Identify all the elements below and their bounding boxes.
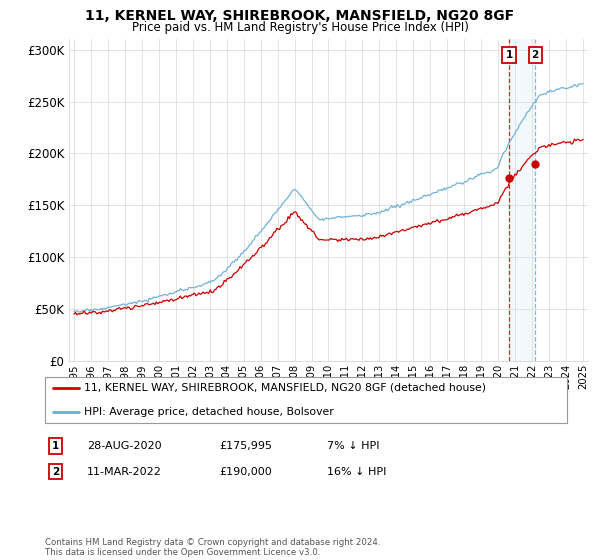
Text: Contains HM Land Registry data © Crown copyright and database right 2024.
This d: Contains HM Land Registry data © Crown c… — [45, 538, 380, 557]
Text: 11, KERNEL WAY, SHIREBROOK, MANSFIELD, NG20 8GF (detached house): 11, KERNEL WAY, SHIREBROOK, MANSFIELD, N… — [84, 383, 486, 393]
Text: £190,000: £190,000 — [219, 466, 272, 477]
Text: 16% ↓ HPI: 16% ↓ HPI — [327, 466, 386, 477]
Bar — [509, 39, 535, 361]
Text: 2: 2 — [52, 466, 59, 477]
Text: 28-AUG-2020: 28-AUG-2020 — [87, 441, 161, 451]
Text: 1: 1 — [505, 50, 512, 60]
Text: 11-MAR-2022: 11-MAR-2022 — [87, 466, 162, 477]
Text: 2: 2 — [532, 50, 539, 60]
Text: £175,995: £175,995 — [219, 441, 272, 451]
Text: 7% ↓ HPI: 7% ↓ HPI — [327, 441, 380, 451]
Text: HPI: Average price, detached house, Bolsover: HPI: Average price, detached house, Bols… — [84, 407, 334, 417]
Text: Price paid vs. HM Land Registry's House Price Index (HPI): Price paid vs. HM Land Registry's House … — [131, 21, 469, 34]
Text: 1: 1 — [52, 441, 59, 451]
Text: 11, KERNEL WAY, SHIREBROOK, MANSFIELD, NG20 8GF: 11, KERNEL WAY, SHIREBROOK, MANSFIELD, N… — [85, 9, 515, 23]
